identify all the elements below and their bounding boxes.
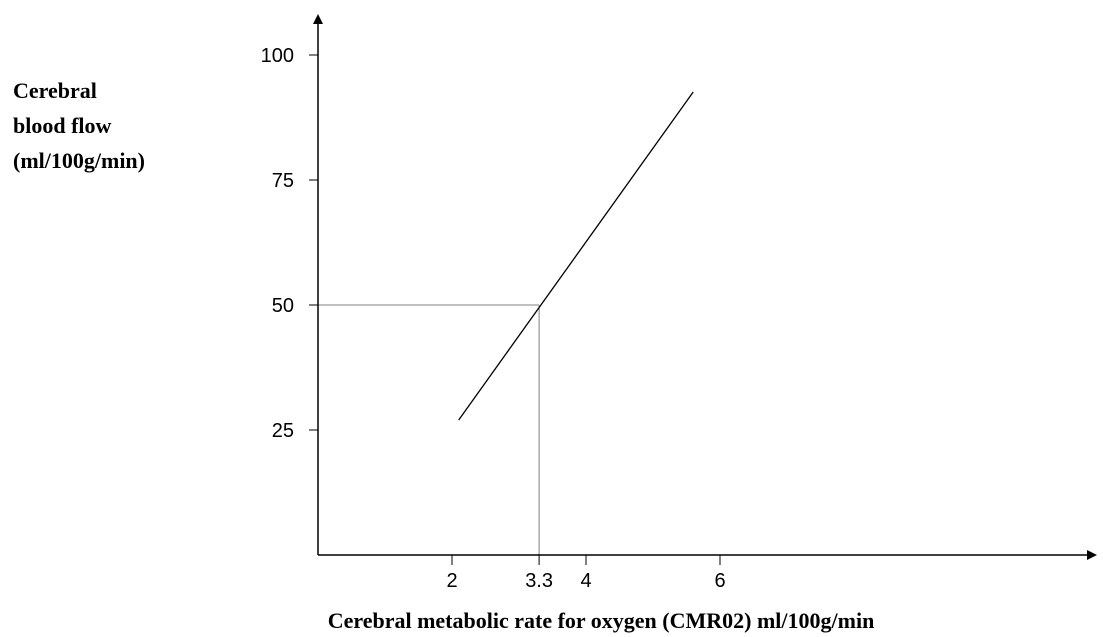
x-axis-title: Cerebral metabolic rate for oxygen (CMR0… [328,608,875,633]
y-axis-title-line-2: blood flow [13,113,112,138]
x-axis-arrow [1087,550,1097,560]
y-tick-label-2: 75 [272,170,294,192]
plot-area: 25 50 75 100 2 3.3 4 6 [261,14,1097,592]
y-tick-label-1: 50 [272,295,294,317]
x-tick-label-0: 2 [446,570,457,592]
x-tick-label-2: 4 [580,570,591,592]
x-tick-label-1: 3.3 [525,570,553,592]
y-axis-title: Cerebral blood flow (ml/100g/min) [13,78,145,173]
y-axis-arrow [313,14,323,24]
y-tick-label-3: 100 [261,45,294,67]
y-axis-title-line-1: Cerebral [13,78,97,103]
y-axis-title-line-3: (ml/100g/min) [13,148,145,173]
y-tick-label-0: 25 [272,420,294,442]
series-line-0 [458,91,694,421]
x-tick-label-3: 6 [714,570,725,592]
